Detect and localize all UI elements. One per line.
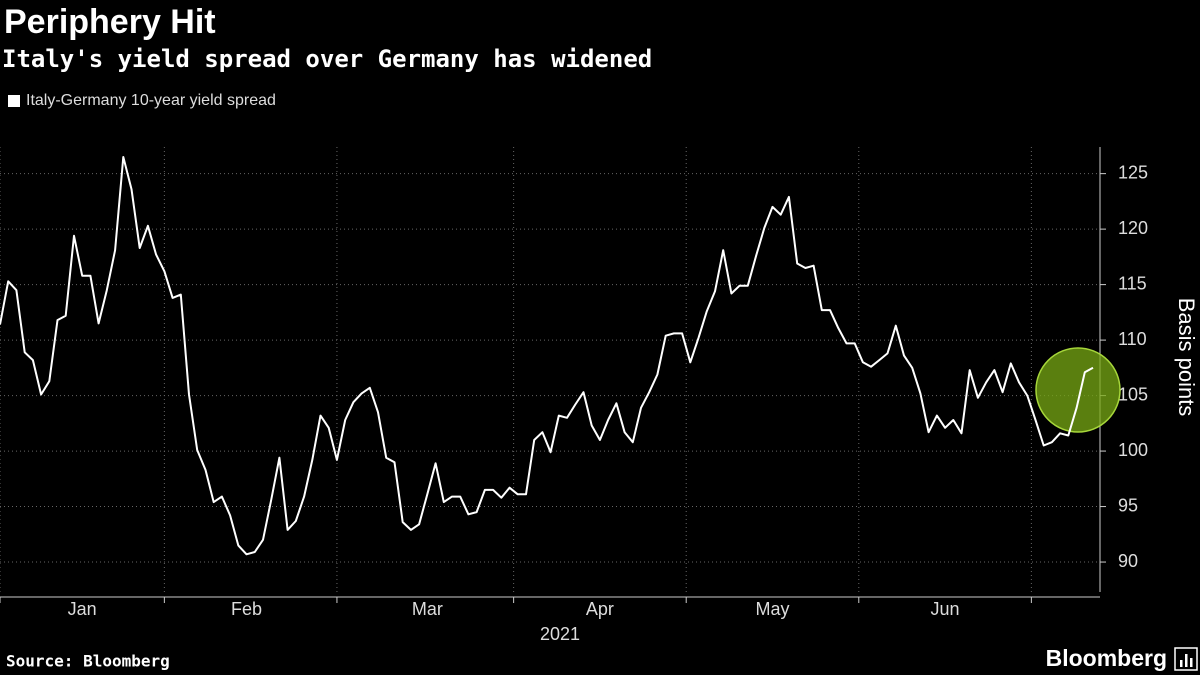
x-axis-title: 2021 [540,624,580,644]
highlight-circle [1035,347,1121,433]
brand-logo: Bloomberg [1046,645,1167,671]
y-tick-label: 95 [1118,495,1138,515]
y-axis-title: Basis points [1174,298,1199,417]
y-tick-label: 120 [1118,218,1148,238]
y-tick-label: 125 [1118,162,1148,182]
x-tick-label: Jan [68,599,97,619]
x-tick-label: May [755,599,789,619]
y-tick-label: 105 [1118,384,1148,404]
x-tick-label: Jun [931,599,960,619]
y-tick-label: 115 [1118,273,1147,293]
legend-label: Italy-Germany 10-year yield spread [26,92,276,109]
series-line [0,156,1094,556]
x-tick-label: Apr [586,599,614,619]
source-note: Source: Bloomberg [6,652,170,671]
chart-subtitle: Italy's yield spread over Germany has wi… [2,45,652,73]
x-tick-label: Mar [412,599,443,619]
y-tick-label: 110 [1118,329,1147,349]
y-tick-label: 90 [1118,551,1138,571]
y-tick-label: 100 [1118,440,1148,460]
chart-title: Periphery Hit [4,3,216,41]
legend-swatch [8,95,20,107]
brand-icon [1174,647,1198,671]
x-tick-label: Feb [231,599,262,619]
